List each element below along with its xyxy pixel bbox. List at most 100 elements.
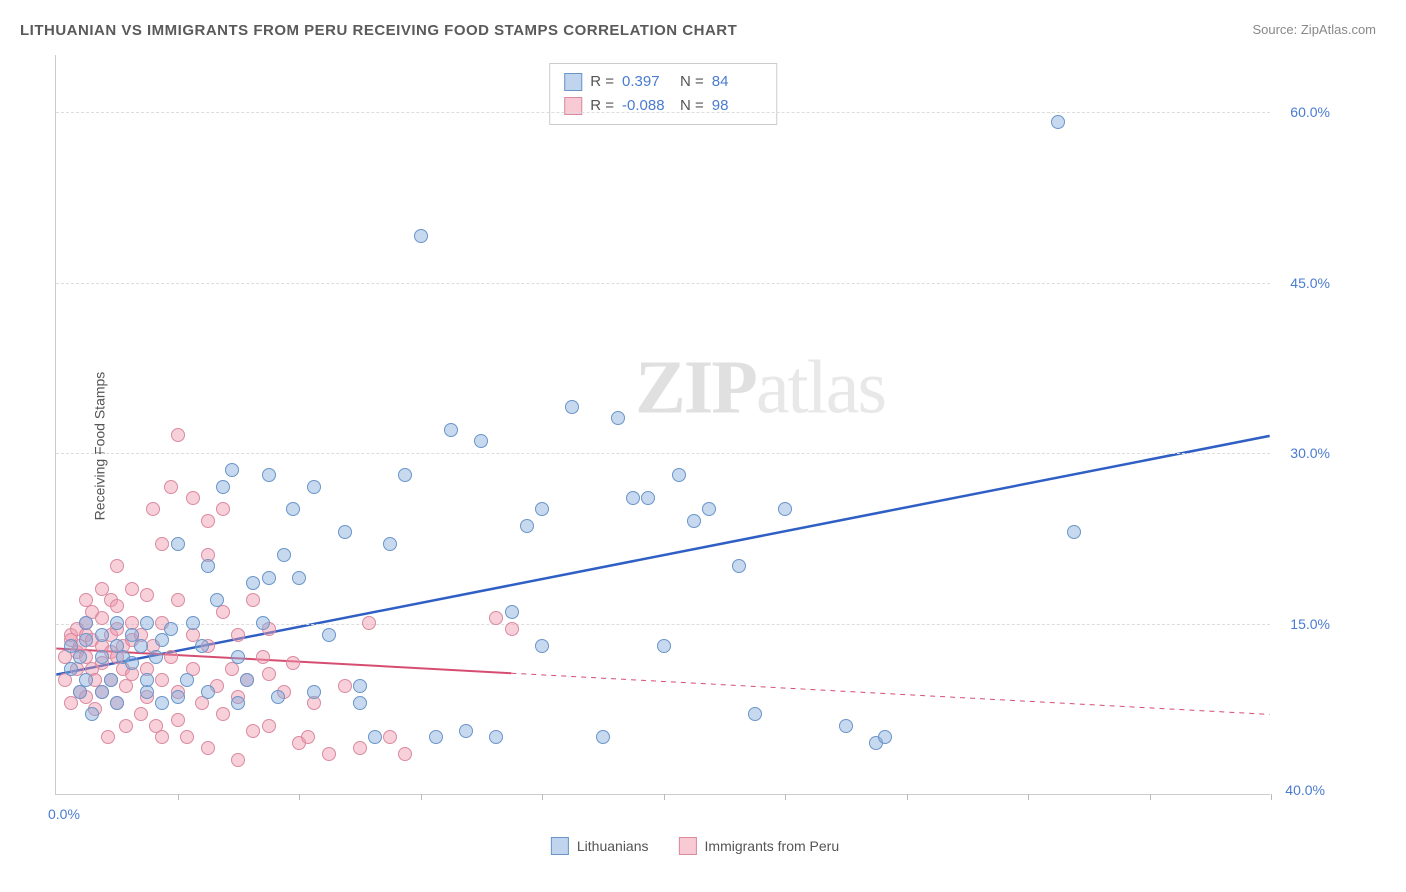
scatter-point bbox=[95, 685, 109, 699]
scatter-point bbox=[164, 622, 178, 636]
scatter-point bbox=[180, 673, 194, 687]
scatter-point bbox=[778, 502, 792, 516]
x-tick bbox=[1028, 794, 1029, 800]
scatter-point bbox=[216, 480, 230, 494]
scatter-point bbox=[110, 616, 124, 630]
scatter-point bbox=[164, 650, 178, 664]
scatter-point bbox=[164, 480, 178, 494]
scatter-point bbox=[256, 650, 270, 664]
scatter-point bbox=[79, 673, 93, 687]
scatter-point bbox=[216, 502, 230, 516]
legend-item-pink: Immigrants from Peru bbox=[679, 837, 840, 855]
scatter-point bbox=[95, 611, 109, 625]
gridline bbox=[56, 283, 1270, 284]
scatter-point bbox=[383, 537, 397, 551]
scatter-point bbox=[64, 662, 78, 676]
scatter-point bbox=[489, 611, 503, 625]
scatter-point bbox=[383, 730, 397, 744]
scatter-point bbox=[505, 605, 519, 619]
plot-region: ZIPatlas R = 0.397 N = 84 R = -0.088 N =… bbox=[55, 55, 1270, 795]
scatter-point bbox=[231, 696, 245, 710]
scatter-point bbox=[322, 628, 336, 642]
scatter-point bbox=[231, 628, 245, 642]
scatter-point bbox=[657, 639, 671, 653]
n-value-pink: 98 bbox=[712, 94, 762, 118]
gridline bbox=[56, 624, 1270, 625]
scatter-point bbox=[262, 468, 276, 482]
scatter-point bbox=[702, 502, 716, 516]
scatter-point bbox=[140, 588, 154, 602]
scatter-point bbox=[565, 400, 579, 414]
x-tick bbox=[299, 794, 300, 800]
scatter-point bbox=[322, 747, 336, 761]
scatter-point bbox=[140, 673, 154, 687]
x-tick bbox=[1271, 794, 1272, 800]
scatter-point bbox=[368, 730, 382, 744]
scatter-point bbox=[505, 622, 519, 636]
scatter-point bbox=[246, 593, 260, 607]
scatter-point bbox=[459, 724, 473, 738]
x-tick bbox=[664, 794, 665, 800]
scatter-point bbox=[878, 730, 892, 744]
scatter-point bbox=[140, 616, 154, 630]
scatter-point bbox=[262, 571, 276, 585]
scatter-point bbox=[155, 673, 169, 687]
scatter-point bbox=[125, 656, 139, 670]
scatter-point bbox=[732, 559, 746, 573]
scatter-point bbox=[256, 616, 270, 630]
y-tick-label: 30.0% bbox=[1290, 445, 1330, 461]
scatter-point bbox=[155, 537, 169, 551]
scatter-point bbox=[262, 667, 276, 681]
scatter-point bbox=[216, 707, 230, 721]
scatter-point bbox=[231, 753, 245, 767]
scatter-point bbox=[362, 616, 376, 630]
scatter-point bbox=[240, 673, 254, 687]
scatter-point bbox=[286, 656, 300, 670]
scatter-point bbox=[180, 730, 194, 744]
scatter-point bbox=[353, 679, 367, 693]
legend-item-blue: Lithuanians bbox=[551, 837, 649, 855]
scatter-point bbox=[535, 639, 549, 653]
scatter-point bbox=[95, 650, 109, 664]
x-origin-label: 0.0% bbox=[48, 806, 80, 822]
gridline bbox=[56, 453, 1270, 454]
r-value-blue: 0.397 bbox=[622, 70, 672, 94]
scatter-point bbox=[596, 730, 610, 744]
scatter-point bbox=[301, 730, 315, 744]
watermark-atlas: atlas bbox=[756, 345, 885, 429]
scatter-point bbox=[110, 559, 124, 573]
scatter-point bbox=[748, 707, 762, 721]
x-tick bbox=[907, 794, 908, 800]
scatter-point bbox=[186, 491, 200, 505]
scatter-point bbox=[277, 548, 291, 562]
scatter-point bbox=[210, 593, 224, 607]
scatter-point bbox=[110, 599, 124, 613]
scatter-point bbox=[474, 434, 488, 448]
r-label: R = bbox=[590, 70, 614, 94]
scatter-point bbox=[231, 650, 245, 664]
scatter-point bbox=[839, 719, 853, 733]
legend: Lithuanians Immigrants from Peru bbox=[551, 837, 839, 855]
swatch-blue-icon bbox=[551, 837, 569, 855]
scatter-point bbox=[1067, 525, 1081, 539]
y-tick-label: 60.0% bbox=[1290, 104, 1330, 120]
scatter-point bbox=[73, 650, 87, 664]
r-value-pink: -0.088 bbox=[622, 94, 672, 118]
scatter-point bbox=[171, 428, 185, 442]
scatter-point bbox=[149, 650, 163, 664]
scatter-point bbox=[110, 696, 124, 710]
trend-lines bbox=[56, 55, 1270, 794]
x-tick bbox=[421, 794, 422, 800]
scatter-point bbox=[64, 696, 78, 710]
scatter-point bbox=[171, 690, 185, 704]
scatter-point bbox=[414, 229, 428, 243]
scatter-point bbox=[626, 491, 640, 505]
scatter-point bbox=[307, 480, 321, 494]
scatter-point bbox=[146, 502, 160, 516]
x-tick bbox=[542, 794, 543, 800]
scatter-point bbox=[95, 628, 109, 642]
watermark: ZIPatlas bbox=[635, 344, 885, 431]
scatter-point bbox=[125, 582, 139, 596]
scatter-point bbox=[271, 690, 285, 704]
scatter-point bbox=[338, 679, 352, 693]
